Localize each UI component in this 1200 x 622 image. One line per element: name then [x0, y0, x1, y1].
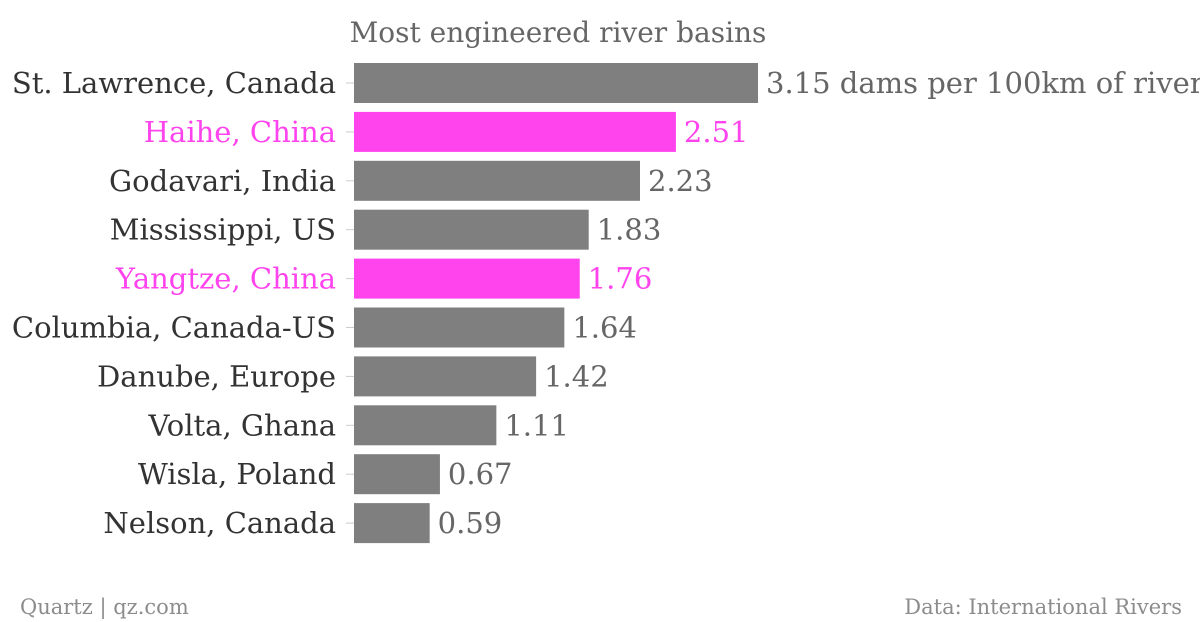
- value-label: 1.11: [504, 408, 569, 442]
- value-label: 1.42: [544, 359, 609, 393]
- value-label: 3.15 dams per 100km of river: [766, 66, 1200, 100]
- category-label: Haihe, China: [144, 115, 336, 149]
- bar: [354, 454, 440, 495]
- bar: [354, 63, 758, 103]
- bar: [354, 405, 497, 446]
- bar: [354, 160, 641, 201]
- bar: [354, 209, 589, 250]
- footer-source-left: Quartz | qz.com: [20, 595, 189, 620]
- category-label: Columbia, Canada-US: [12, 311, 336, 345]
- category-label: Danube, Europe: [97, 359, 336, 393]
- bar: [354, 503, 430, 544]
- bar: [354, 111, 676, 152]
- category-label: Wisla, Poland: [138, 457, 336, 491]
- footer-source-right: Data: International Rivers: [904, 595, 1182, 619]
- value-label: 2.51: [684, 115, 749, 149]
- category-label: Yangtze, China: [115, 262, 336, 296]
- value-label: 2.23: [648, 164, 713, 198]
- category-label: Mississippi, US: [110, 213, 336, 247]
- bars-layer: St. Lawrence, Canada 3.15 dams per 100km …: [12, 63, 1200, 544]
- value-label: 0.59: [438, 506, 503, 540]
- value-label: 0.67: [448, 457, 513, 491]
- bar: [354, 307, 565, 348]
- category-label: St. Lawrence, Canada: [12, 66, 336, 100]
- value-label: 1.83: [597, 213, 662, 247]
- chart-title: Most engineered river basins: [350, 16, 767, 49]
- category-label: Nelson, Canada: [103, 506, 336, 540]
- value-label: 1.64: [572, 311, 637, 345]
- category-label: Volta, Ghana: [148, 408, 337, 442]
- value-label: 1.76: [588, 262, 653, 296]
- category-label: Godavari, India: [109, 164, 336, 198]
- bar: [354, 356, 537, 397]
- bar: [354, 258, 580, 299]
